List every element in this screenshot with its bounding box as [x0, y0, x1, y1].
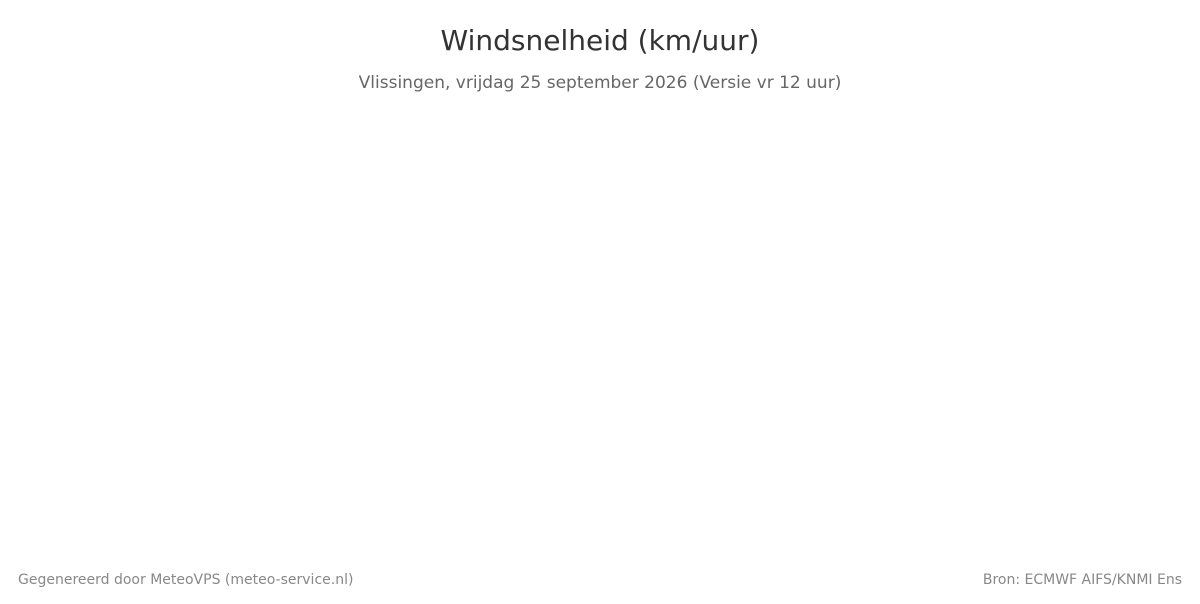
chart-title: Windsnelheid (km/uur) [441, 24, 760, 57]
footer-right: Bron: ECMWF AIFS/KNMI Ens [983, 572, 1182, 588]
footer-left: Gegenereerd door MeteoVPS (meteo-service… [18, 572, 353, 588]
chart-subtitle: Vlissingen, vrijdag 25 september 2026 (V… [359, 73, 842, 93]
